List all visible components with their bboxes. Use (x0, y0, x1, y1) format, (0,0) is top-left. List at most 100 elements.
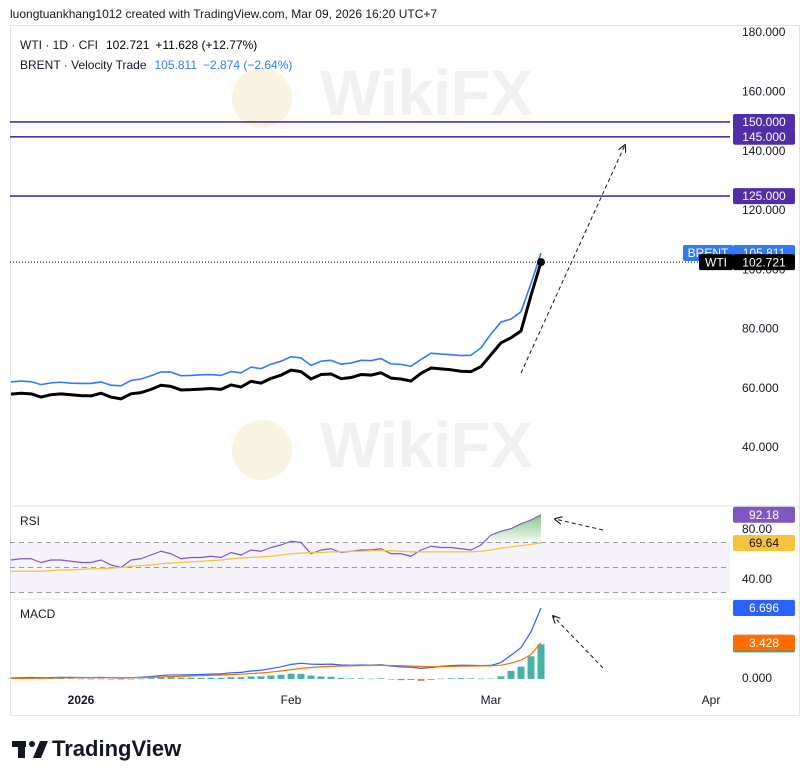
histogram-bar (327, 676, 335, 679)
x-tick-label: Mar (481, 693, 502, 707)
histogram-bar (517, 666, 525, 679)
legend-value: 105.811 (155, 58, 198, 72)
histogram-bar (147, 678, 155, 679)
series-line (10, 514, 542, 569)
histogram-bar (287, 673, 295, 679)
legend-name: WTI · 1D · CFI (20, 38, 98, 52)
histogram-bar (277, 674, 285, 679)
histogram-bar (297, 673, 305, 679)
series-tag-label: WTI (705, 255, 727, 269)
x-tick-label: Feb (281, 693, 302, 707)
histogram-bar (257, 676, 265, 679)
histogram-bar (97, 678, 105, 680)
histogram-bar (247, 676, 255, 679)
histogram-bar (377, 678, 385, 679)
histogram-bar (127, 678, 135, 680)
histogram-bar (197, 677, 205, 679)
legend-value: 102.721 (106, 38, 150, 52)
histogram-bar (267, 675, 275, 679)
pane-title: MACD (20, 607, 56, 621)
value-tag (733, 599, 795, 616)
series-line (10, 261, 543, 401)
histogram-bar (407, 678, 415, 681)
histogram-bar (87, 678, 95, 680)
y-tick-label: 160.000 (742, 84, 786, 98)
histogram-bar (37, 678, 45, 680)
legend-name: BRENT · Velocity Trade (20, 58, 147, 72)
histogram-bar (527, 656, 535, 679)
y-tick-label: 40.000 (742, 440, 779, 454)
y-tick-label: 60.000 (742, 381, 779, 395)
histogram-bar (507, 670, 515, 679)
level-tag-label: 145.000 (742, 130, 786, 144)
histogram-bar (317, 676, 325, 679)
histogram-bar (47, 678, 55, 680)
y-tick-label: 0.000 (742, 671, 772, 685)
value-tag-label: 69.64 (749, 536, 779, 550)
histogram-bar (417, 678, 425, 681)
pane-title: RSI (20, 514, 40, 528)
y-tick-label: 120.000 (742, 203, 786, 217)
y-tick-label: 80.000 (742, 322, 779, 336)
y-tick-label: 140.000 (742, 144, 786, 158)
watermark-logo (232, 68, 292, 128)
watermark: WikiFX (320, 409, 533, 481)
histogram-bar (187, 677, 195, 679)
series-line (11, 542, 542, 572)
x-tick-label: 2026 (68, 693, 95, 707)
chart-frame (10, 25, 800, 716)
series-line (10, 252, 542, 387)
histogram-bar (57, 678, 65, 679)
histogram-bar (137, 678, 145, 680)
histogram-bar (307, 675, 315, 679)
histogram-bar (497, 676, 505, 679)
value-tag (733, 254, 795, 271)
footer-logo (12, 741, 48, 758)
value-tag (733, 634, 795, 651)
histogram-bar (487, 678, 495, 680)
histogram-bar (217, 677, 225, 679)
value-tag-label: 3.428 (749, 636, 779, 650)
y-tick-label: 80.00 (742, 522, 772, 536)
histogram-bar (437, 678, 445, 680)
annotation-arrow (555, 519, 604, 531)
histogram-bar (347, 678, 355, 679)
overbought-fill (491, 514, 541, 543)
histogram-bar (357, 678, 365, 679)
histogram-bar (117, 678, 125, 680)
histogram-bar (77, 678, 85, 680)
level-tag (733, 113, 795, 130)
histogram-bar (467, 678, 475, 679)
x-tick-label: Apr (702, 693, 721, 707)
histogram-bar (457, 678, 465, 679)
histogram-bar (157, 677, 165, 679)
level-tag (733, 188, 795, 205)
histogram-bar (167, 677, 175, 679)
plot: 2026FebMarApr40.00060.00080.000100.00012… (7, 25, 786, 707)
value-tag-label: 6.696 (749, 601, 779, 615)
histogram-bar (67, 678, 75, 680)
watermark: WikiFX (320, 57, 533, 129)
histogram-bar (177, 677, 185, 679)
value-tag (733, 534, 795, 551)
histogram-bar (337, 677, 345, 679)
watermark-logo (232, 420, 292, 480)
header: luongtuankhang1012 created with TradingV… (10, 7, 437, 21)
histogram-bar (207, 677, 215, 679)
histogram-bar (477, 678, 485, 680)
histogram-bar (447, 678, 455, 679)
annotation-arrow (553, 616, 604, 669)
footer-brand: TradingView (52, 736, 182, 761)
histogram-bar (7, 678, 15, 679)
histogram-bar (107, 678, 115, 680)
histogram-bar (537, 644, 545, 679)
histogram-bar (427, 678, 435, 680)
series-tag (699, 254, 733, 271)
y-tick-label: 40.00 (742, 572, 772, 586)
legend-change: −2.874 (−2.64%) (203, 58, 292, 72)
y-tick-label: 180.000 (742, 25, 786, 39)
level-tag-label: 125.000 (742, 189, 786, 203)
histogram-bar (227, 677, 235, 679)
